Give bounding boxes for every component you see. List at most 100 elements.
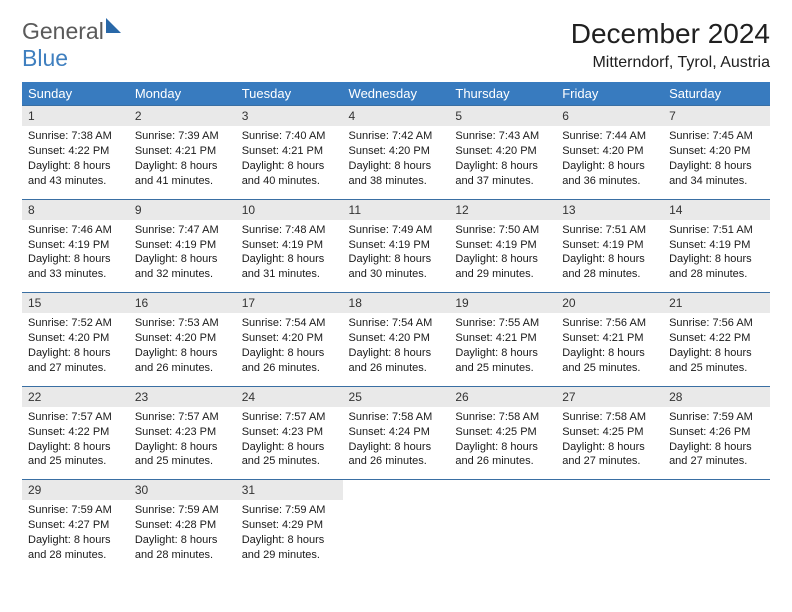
day-sunset-text: Sunset: 4:19 PM xyxy=(28,238,123,253)
day-body: Sunrise: 7:38 AMSunset: 4:22 PMDaylight:… xyxy=(22,126,129,198)
calendar-week-row: 29Sunrise: 7:59 AMSunset: 4:27 PMDayligh… xyxy=(22,480,770,573)
day-sunrise-text: Sunrise: 7:38 AM xyxy=(28,129,123,144)
calendar-week-row: 1Sunrise: 7:38 AMSunset: 4:22 PMDaylight… xyxy=(22,106,770,200)
day-number: 25 xyxy=(343,387,450,407)
day-number: 13 xyxy=(556,200,663,220)
calendar-day-cell xyxy=(449,480,556,573)
logo-general: General xyxy=(22,18,104,44)
day-day1-text: Daylight: 8 hours xyxy=(28,252,123,267)
day-body: Sunrise: 7:48 AMSunset: 4:19 PMDaylight:… xyxy=(236,220,343,292)
day-body: Sunrise: 7:59 AMSunset: 4:27 PMDaylight:… xyxy=(22,500,129,572)
calendar-day-cell: 11Sunrise: 7:49 AMSunset: 4:19 PMDayligh… xyxy=(343,199,450,293)
day-day1-text: Daylight: 8 hours xyxy=(455,159,550,174)
day-sunset-text: Sunset: 4:20 PM xyxy=(242,331,337,346)
day-sunrise-text: Sunrise: 7:54 AM xyxy=(349,316,444,331)
day-body: Sunrise: 7:53 AMSunset: 4:20 PMDaylight:… xyxy=(129,313,236,385)
day-day2-text: and 38 minutes. xyxy=(349,174,444,189)
logo: General Blue xyxy=(22,18,121,72)
day-sunset-text: Sunset: 4:25 PM xyxy=(562,425,657,440)
weekday-header-row: SundayMondayTuesdayWednesdayThursdayFrid… xyxy=(22,82,770,106)
calendar-day-cell: 14Sunrise: 7:51 AMSunset: 4:19 PMDayligh… xyxy=(663,199,770,293)
day-number: 22 xyxy=(22,387,129,407)
day-day2-text: and 28 minutes. xyxy=(669,267,764,282)
day-day1-text: Daylight: 8 hours xyxy=(28,346,123,361)
day-day2-text: and 26 minutes. xyxy=(349,361,444,376)
day-number: 21 xyxy=(663,293,770,313)
day-day2-text: and 34 minutes. xyxy=(669,174,764,189)
day-day2-text: and 40 minutes. xyxy=(242,174,337,189)
day-day1-text: Daylight: 8 hours xyxy=(669,346,764,361)
day-sunrise-text: Sunrise: 7:53 AM xyxy=(135,316,230,331)
calendar-day-cell: 16Sunrise: 7:53 AMSunset: 4:20 PMDayligh… xyxy=(129,293,236,387)
day-sunset-text: Sunset: 4:19 PM xyxy=(669,238,764,253)
day-day1-text: Daylight: 8 hours xyxy=(562,159,657,174)
day-sunset-text: Sunset: 4:20 PM xyxy=(135,331,230,346)
day-day1-text: Daylight: 8 hours xyxy=(135,159,230,174)
day-sunset-text: Sunset: 4:20 PM xyxy=(455,144,550,159)
day-body: Sunrise: 7:49 AMSunset: 4:19 PMDaylight:… xyxy=(343,220,450,292)
day-day2-text: and 25 minutes. xyxy=(455,361,550,376)
page-title: December 2024 xyxy=(571,18,770,50)
calendar-day-cell: 4Sunrise: 7:42 AMSunset: 4:20 PMDaylight… xyxy=(343,106,450,200)
day-body: Sunrise: 7:56 AMSunset: 4:22 PMDaylight:… xyxy=(663,313,770,385)
day-number: 26 xyxy=(449,387,556,407)
day-number: 1 xyxy=(22,106,129,126)
day-body: Sunrise: 7:59 AMSunset: 4:29 PMDaylight:… xyxy=(236,500,343,572)
day-body: Sunrise: 7:51 AMSunset: 4:19 PMDaylight:… xyxy=(663,220,770,292)
day-day2-text: and 26 minutes. xyxy=(349,454,444,469)
calendar-day-cell: 12Sunrise: 7:50 AMSunset: 4:19 PMDayligh… xyxy=(449,199,556,293)
day-day2-text: and 33 minutes. xyxy=(28,267,123,282)
day-number: 31 xyxy=(236,480,343,500)
day-sunset-text: Sunset: 4:20 PM xyxy=(349,331,444,346)
calendar-day-cell: 22Sunrise: 7:57 AMSunset: 4:22 PMDayligh… xyxy=(22,386,129,480)
calendar-day-cell: 5Sunrise: 7:43 AMSunset: 4:20 PMDaylight… xyxy=(449,106,556,200)
day-body: Sunrise: 7:58 AMSunset: 4:25 PMDaylight:… xyxy=(449,407,556,479)
day-sunrise-text: Sunrise: 7:57 AM xyxy=(28,410,123,425)
title-block: December 2024 Mitterndorf, Tyrol, Austri… xyxy=(571,18,770,72)
day-number: 24 xyxy=(236,387,343,407)
day-body: Sunrise: 7:55 AMSunset: 4:21 PMDaylight:… xyxy=(449,313,556,385)
day-sunrise-text: Sunrise: 7:52 AM xyxy=(28,316,123,331)
day-day1-text: Daylight: 8 hours xyxy=(135,346,230,361)
calendar-day-cell: 18Sunrise: 7:54 AMSunset: 4:20 PMDayligh… xyxy=(343,293,450,387)
day-sunrise-text: Sunrise: 7:40 AM xyxy=(242,129,337,144)
day-day1-text: Daylight: 8 hours xyxy=(135,252,230,267)
day-body: Sunrise: 7:42 AMSunset: 4:20 PMDaylight:… xyxy=(343,126,450,198)
day-day2-text: and 37 minutes. xyxy=(455,174,550,189)
day-sunset-text: Sunset: 4:23 PM xyxy=(242,425,337,440)
day-sunrise-text: Sunrise: 7:57 AM xyxy=(242,410,337,425)
day-body: Sunrise: 7:40 AMSunset: 4:21 PMDaylight:… xyxy=(236,126,343,198)
weekday-header: Sunday xyxy=(22,82,129,106)
weekday-header: Tuesday xyxy=(236,82,343,106)
day-body: Sunrise: 7:46 AMSunset: 4:19 PMDaylight:… xyxy=(22,220,129,292)
day-body: Sunrise: 7:43 AMSunset: 4:20 PMDaylight:… xyxy=(449,126,556,198)
calendar-day-cell: 29Sunrise: 7:59 AMSunset: 4:27 PMDayligh… xyxy=(22,480,129,573)
day-body: Sunrise: 7:57 AMSunset: 4:22 PMDaylight:… xyxy=(22,407,129,479)
day-sunset-text: Sunset: 4:22 PM xyxy=(669,331,764,346)
calendar-day-cell: 21Sunrise: 7:56 AMSunset: 4:22 PMDayligh… xyxy=(663,293,770,387)
day-day2-text: and 25 minutes. xyxy=(135,454,230,469)
calendar-day-cell xyxy=(556,480,663,573)
day-sunrise-text: Sunrise: 7:56 AM xyxy=(562,316,657,331)
day-sunset-text: Sunset: 4:22 PM xyxy=(28,425,123,440)
day-sunset-text: Sunset: 4:27 PM xyxy=(28,518,123,533)
day-sunset-text: Sunset: 4:28 PM xyxy=(135,518,230,533)
day-day1-text: Daylight: 8 hours xyxy=(28,159,123,174)
calendar-week-row: 8Sunrise: 7:46 AMSunset: 4:19 PMDaylight… xyxy=(22,199,770,293)
day-number: 19 xyxy=(449,293,556,313)
day-number: 15 xyxy=(22,293,129,313)
day-day2-text: and 31 minutes. xyxy=(242,267,337,282)
calendar-day-cell: 20Sunrise: 7:56 AMSunset: 4:21 PMDayligh… xyxy=(556,293,663,387)
day-day1-text: Daylight: 8 hours xyxy=(242,533,337,548)
day-day1-text: Daylight: 8 hours xyxy=(349,252,444,267)
day-body: Sunrise: 7:54 AMSunset: 4:20 PMDaylight:… xyxy=(343,313,450,385)
location-text: Mitterndorf, Tyrol, Austria xyxy=(571,54,770,72)
day-sunrise-text: Sunrise: 7:55 AM xyxy=(455,316,550,331)
day-sunset-text: Sunset: 4:19 PM xyxy=(242,238,337,253)
day-body: Sunrise: 7:58 AMSunset: 4:24 PMDaylight:… xyxy=(343,407,450,479)
weekday-header: Monday xyxy=(129,82,236,106)
day-body: Sunrise: 7:44 AMSunset: 4:20 PMDaylight:… xyxy=(556,126,663,198)
calendar-day-cell: 27Sunrise: 7:58 AMSunset: 4:25 PMDayligh… xyxy=(556,386,663,480)
day-day1-text: Daylight: 8 hours xyxy=(455,252,550,267)
day-number: 9 xyxy=(129,200,236,220)
